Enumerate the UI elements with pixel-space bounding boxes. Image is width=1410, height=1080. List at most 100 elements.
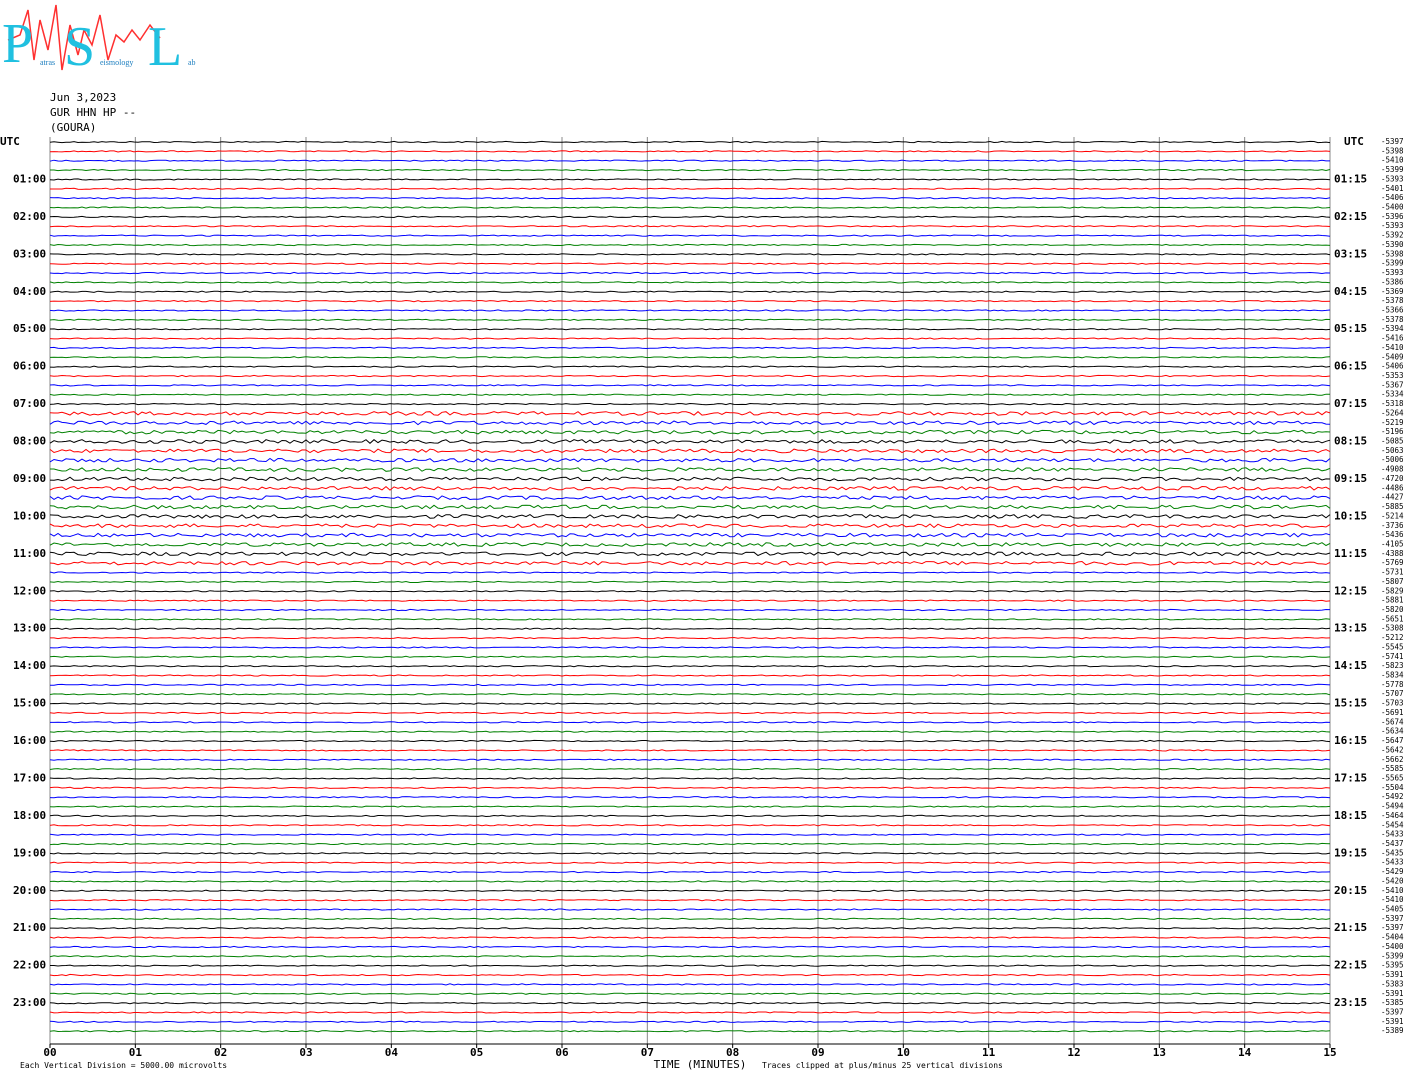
trace-offset: -5769 [1381,558,1404,567]
trace [49,299,1331,303]
trace [49,206,1331,209]
hour-label: 16:15 [1334,734,1367,747]
trace [50,927,1331,930]
trace-offset: -5369 [1381,287,1404,296]
trace-offset: -5400 [1381,942,1404,951]
logo-word: eismology [100,58,133,67]
trace [49,234,1331,237]
trace-offset: -4105 [1381,539,1404,548]
trace [49,702,1331,705]
trace-offset: -5585 [1381,764,1404,773]
trace [49,495,1331,501]
trace [49,513,1331,519]
hour-label: 22:00 [13,959,46,972]
trace-offset: -5401 [1381,184,1404,193]
trace-offset: -5545 [1381,642,1404,651]
trace-offset: -5565 [1381,773,1404,782]
trace [49,551,1331,557]
hour-label: 03:15 [1334,247,1367,260]
trace [50,964,1331,967]
hour-label: 22:15 [1334,959,1367,972]
trace [49,197,1331,200]
logo-wave [7,4,161,71]
trace [49,758,1331,761]
trace [49,739,1331,743]
trace-offset: -5390 [1381,240,1404,249]
trace [49,253,1331,256]
note: Each Vertical Division = 5000.00 microvo… [20,1061,227,1070]
trace-offset: -5634 [1381,727,1404,736]
trace-offset: -5308 [1381,624,1404,633]
hour-label: 08:15 [1334,435,1367,448]
trace [49,328,1331,331]
logo-letter: S [64,16,95,78]
trace-offset: -5433 [1381,830,1404,839]
hour-label: 02:00 [13,210,46,223]
trace-offset: -5085 [1381,437,1404,446]
trace-offset: -5820 [1381,605,1404,614]
hour-label: 20:00 [13,884,46,897]
trace [49,917,1331,921]
logo: P atras S eismology L ab [2,4,196,78]
trace-offset: -5834 [1381,671,1404,680]
x-tick-label: 09 [811,1046,824,1059]
trace [49,945,1331,949]
trace [49,337,1331,340]
trace-offset: -5334 [1381,390,1404,399]
trace [49,532,1331,538]
logo-letter: L [148,16,182,78]
hour-label: 18:00 [13,809,46,822]
trace [49,674,1331,677]
trace-offset: -5397 [1381,914,1404,923]
trace-offset: -5741 [1381,652,1404,661]
x-tick-label: 03 [299,1046,312,1059]
trace [49,374,1331,378]
hour-label: 04:00 [13,285,46,298]
trace [49,955,1331,958]
hour-label: 07:00 [13,397,46,410]
trace-offset: -5353 [1381,371,1404,380]
trace [49,796,1331,799]
hour-label: 17:00 [13,771,46,784]
trace-offset: -5406 [1381,362,1404,371]
trace [49,908,1331,911]
trace-offset: -5416 [1381,334,1404,343]
hour-label: 15:15 [1334,697,1367,710]
trace [49,618,1331,621]
trace-offset: -5398 [1381,249,1404,258]
trace [49,262,1331,265]
trace [49,805,1331,808]
trace [49,786,1331,789]
trace [49,936,1331,939]
trace-offset: -5642 [1381,745,1404,754]
x-axis-label: TIME (MINUTES) [654,1058,747,1071]
trace-offset: -5674 [1381,717,1404,726]
trace [49,824,1331,827]
trace-offset: -5397 [1381,137,1404,146]
trace-offset: -5651 [1381,614,1404,623]
logo-word: atras [40,58,55,67]
trace-offset: -5410 [1381,895,1404,904]
hour-label: 16:00 [13,734,46,747]
trace-offset: -5398 [1381,146,1404,155]
trace [49,983,1331,986]
trace [49,1001,1331,1005]
trace-offset: -5399 [1381,165,1404,174]
trace [49,889,1330,892]
trace [49,833,1331,836]
trace-offset: -5386 [1381,277,1404,286]
trace-offset: -5492 [1381,792,1404,801]
hour-label: 21:15 [1334,921,1367,934]
hour-label: 04:15 [1334,285,1367,298]
trace-offset: -5393 [1381,268,1404,277]
trace-offset: -5392 [1381,231,1404,240]
trace-offset: -3736 [1381,521,1404,530]
hour-label: 05:15 [1334,322,1367,335]
hour-label: 18:15 [1334,809,1367,822]
trace-offset: -5391 [1381,970,1404,979]
trace-offset: -5318 [1381,399,1404,408]
trace [49,140,1331,144]
trace-offset: -5366 [1381,305,1404,314]
trace-offset: -5264 [1381,408,1404,417]
trace-offset: -5391 [1381,989,1404,998]
